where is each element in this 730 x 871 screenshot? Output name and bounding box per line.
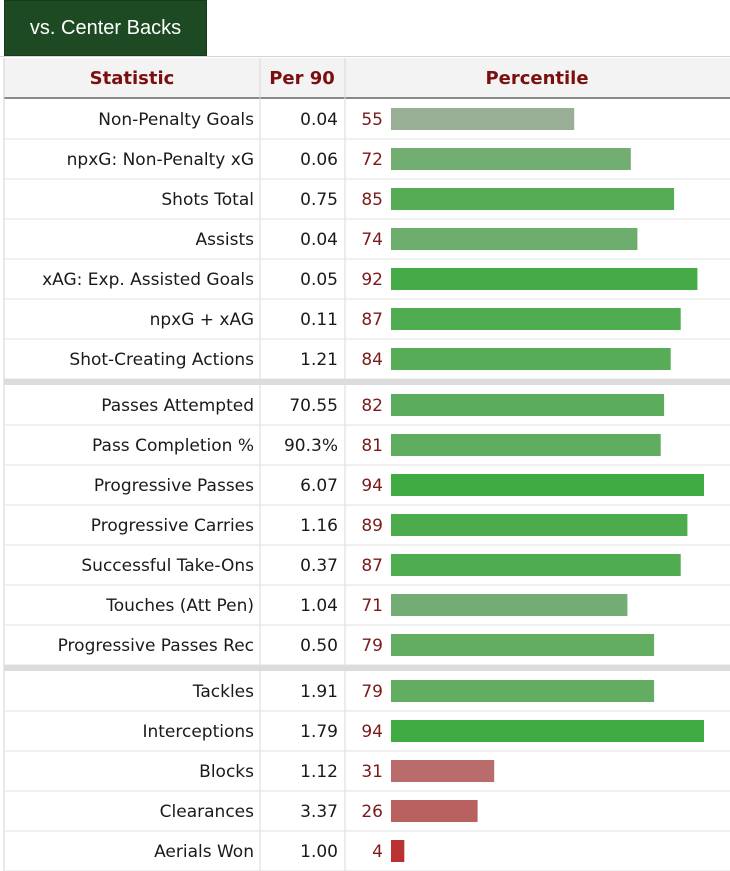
percentile-bar	[391, 634, 655, 656]
percentile-value: 84	[361, 350, 383, 370]
percentile-value: 94	[361, 476, 383, 496]
percentile-value: 81	[361, 436, 383, 456]
group-separator	[4, 379, 730, 385]
percentile-value: 55	[361, 110, 383, 130]
stat-label: npxG + xAG	[150, 310, 254, 330]
stat-label: xAG: Exp. Assisted Goals	[42, 270, 254, 290]
percentile-value: 26	[361, 802, 383, 822]
per90-value: 1.00	[300, 842, 338, 862]
percentile-bar	[391, 348, 671, 370]
stat-label: Progressive Carries	[91, 516, 254, 536]
header-statistic: Statistic	[90, 68, 175, 89]
percentile-bar	[391, 434, 661, 456]
percentile-bar	[391, 474, 704, 496]
percentile-value: 89	[361, 516, 383, 536]
stat-label: Shots Total	[161, 190, 254, 210]
stat-label: Interceptions	[142, 722, 254, 742]
stat-label: npxG: Non-Penalty xG	[67, 150, 254, 170]
per90-value: 0.04	[300, 110, 338, 130]
per90-value: 90.3%	[284, 436, 338, 456]
percentile-value: 79	[361, 682, 383, 702]
per90-value: 0.75	[300, 190, 338, 210]
stat-label: Pass Completion %	[92, 436, 254, 456]
percentile-value: 79	[361, 636, 383, 656]
percentile-bar	[391, 308, 681, 330]
per90-value: 0.50	[300, 636, 338, 656]
percentile-bar	[391, 188, 675, 210]
stat-label: Clearances	[160, 802, 254, 822]
stat-label: Blocks	[199, 762, 254, 782]
per90-value: 0.06	[300, 150, 338, 170]
stat-label: Tackles	[192, 682, 254, 702]
percentile-value: 71	[361, 596, 383, 616]
percentile-value: 31	[361, 762, 383, 782]
stat-label: Non-Penalty Goals	[98, 110, 254, 130]
per90-value: 1.79	[300, 722, 338, 742]
percentile-bar	[391, 268, 698, 290]
percentile-bar	[391, 108, 575, 130]
per90-value: 3.37	[300, 802, 338, 822]
tab-divider	[0, 56, 730, 57]
per90-value: 1.12	[300, 762, 338, 782]
stat-label: Passes Attempted	[101, 396, 254, 416]
stat-label: Aerials Won	[154, 842, 254, 862]
stat-label: Assists	[196, 230, 255, 250]
stat-label: Progressive Passes	[94, 476, 254, 496]
header-per90: Per 90	[269, 68, 335, 89]
stat-label: Shot-Creating Actions	[69, 350, 254, 370]
per90-value: 1.16	[300, 516, 338, 536]
per90-value: 6.07	[300, 476, 338, 496]
tab-vs-center-backs[interactable]: vs. Center Backs	[4, 0, 207, 56]
percentile-value: 74	[361, 230, 383, 250]
percentile-bar	[391, 228, 638, 250]
per90-value: 0.04	[300, 230, 338, 250]
stat-label: Successful Take-Ons	[81, 556, 254, 576]
percentile-value: 87	[361, 310, 383, 330]
per90-value: 0.11	[300, 310, 338, 330]
percentile-value: 4	[372, 842, 383, 862]
stat-label: Touches (Att Pen)	[105, 596, 254, 616]
percentile-bar	[391, 394, 665, 416]
percentile-value: 82	[361, 396, 383, 416]
percentile-bar	[391, 554, 681, 576]
percentile-bar	[391, 148, 631, 170]
group-separator	[4, 665, 730, 671]
percentile-value: 87	[361, 556, 383, 576]
percentile-value: 85	[361, 190, 383, 210]
per90-value: 1.21	[300, 350, 338, 370]
percentile-bar	[391, 594, 628, 616]
percentile-bar	[391, 760, 495, 782]
per90-value: 0.37	[300, 556, 338, 576]
header-percentile: Percentile	[485, 68, 588, 89]
percentile-bar	[391, 514, 688, 536]
percentile-value: 92	[361, 270, 383, 290]
header-row-bg	[4, 58, 730, 98]
percentile-bar	[391, 720, 704, 742]
percentile-bar	[391, 680, 655, 702]
percentile-value: 94	[361, 722, 383, 742]
per90-value: 70.55	[289, 396, 338, 416]
percentile-bar	[391, 800, 478, 822]
per90-value: 1.04	[300, 596, 338, 616]
per90-value: 0.05	[300, 270, 338, 290]
per90-value: 1.91	[300, 682, 338, 702]
stat-label: Progressive Passes Rec	[58, 636, 254, 656]
percentile-bar	[391, 840, 405, 862]
percentile-value: 72	[361, 150, 383, 170]
